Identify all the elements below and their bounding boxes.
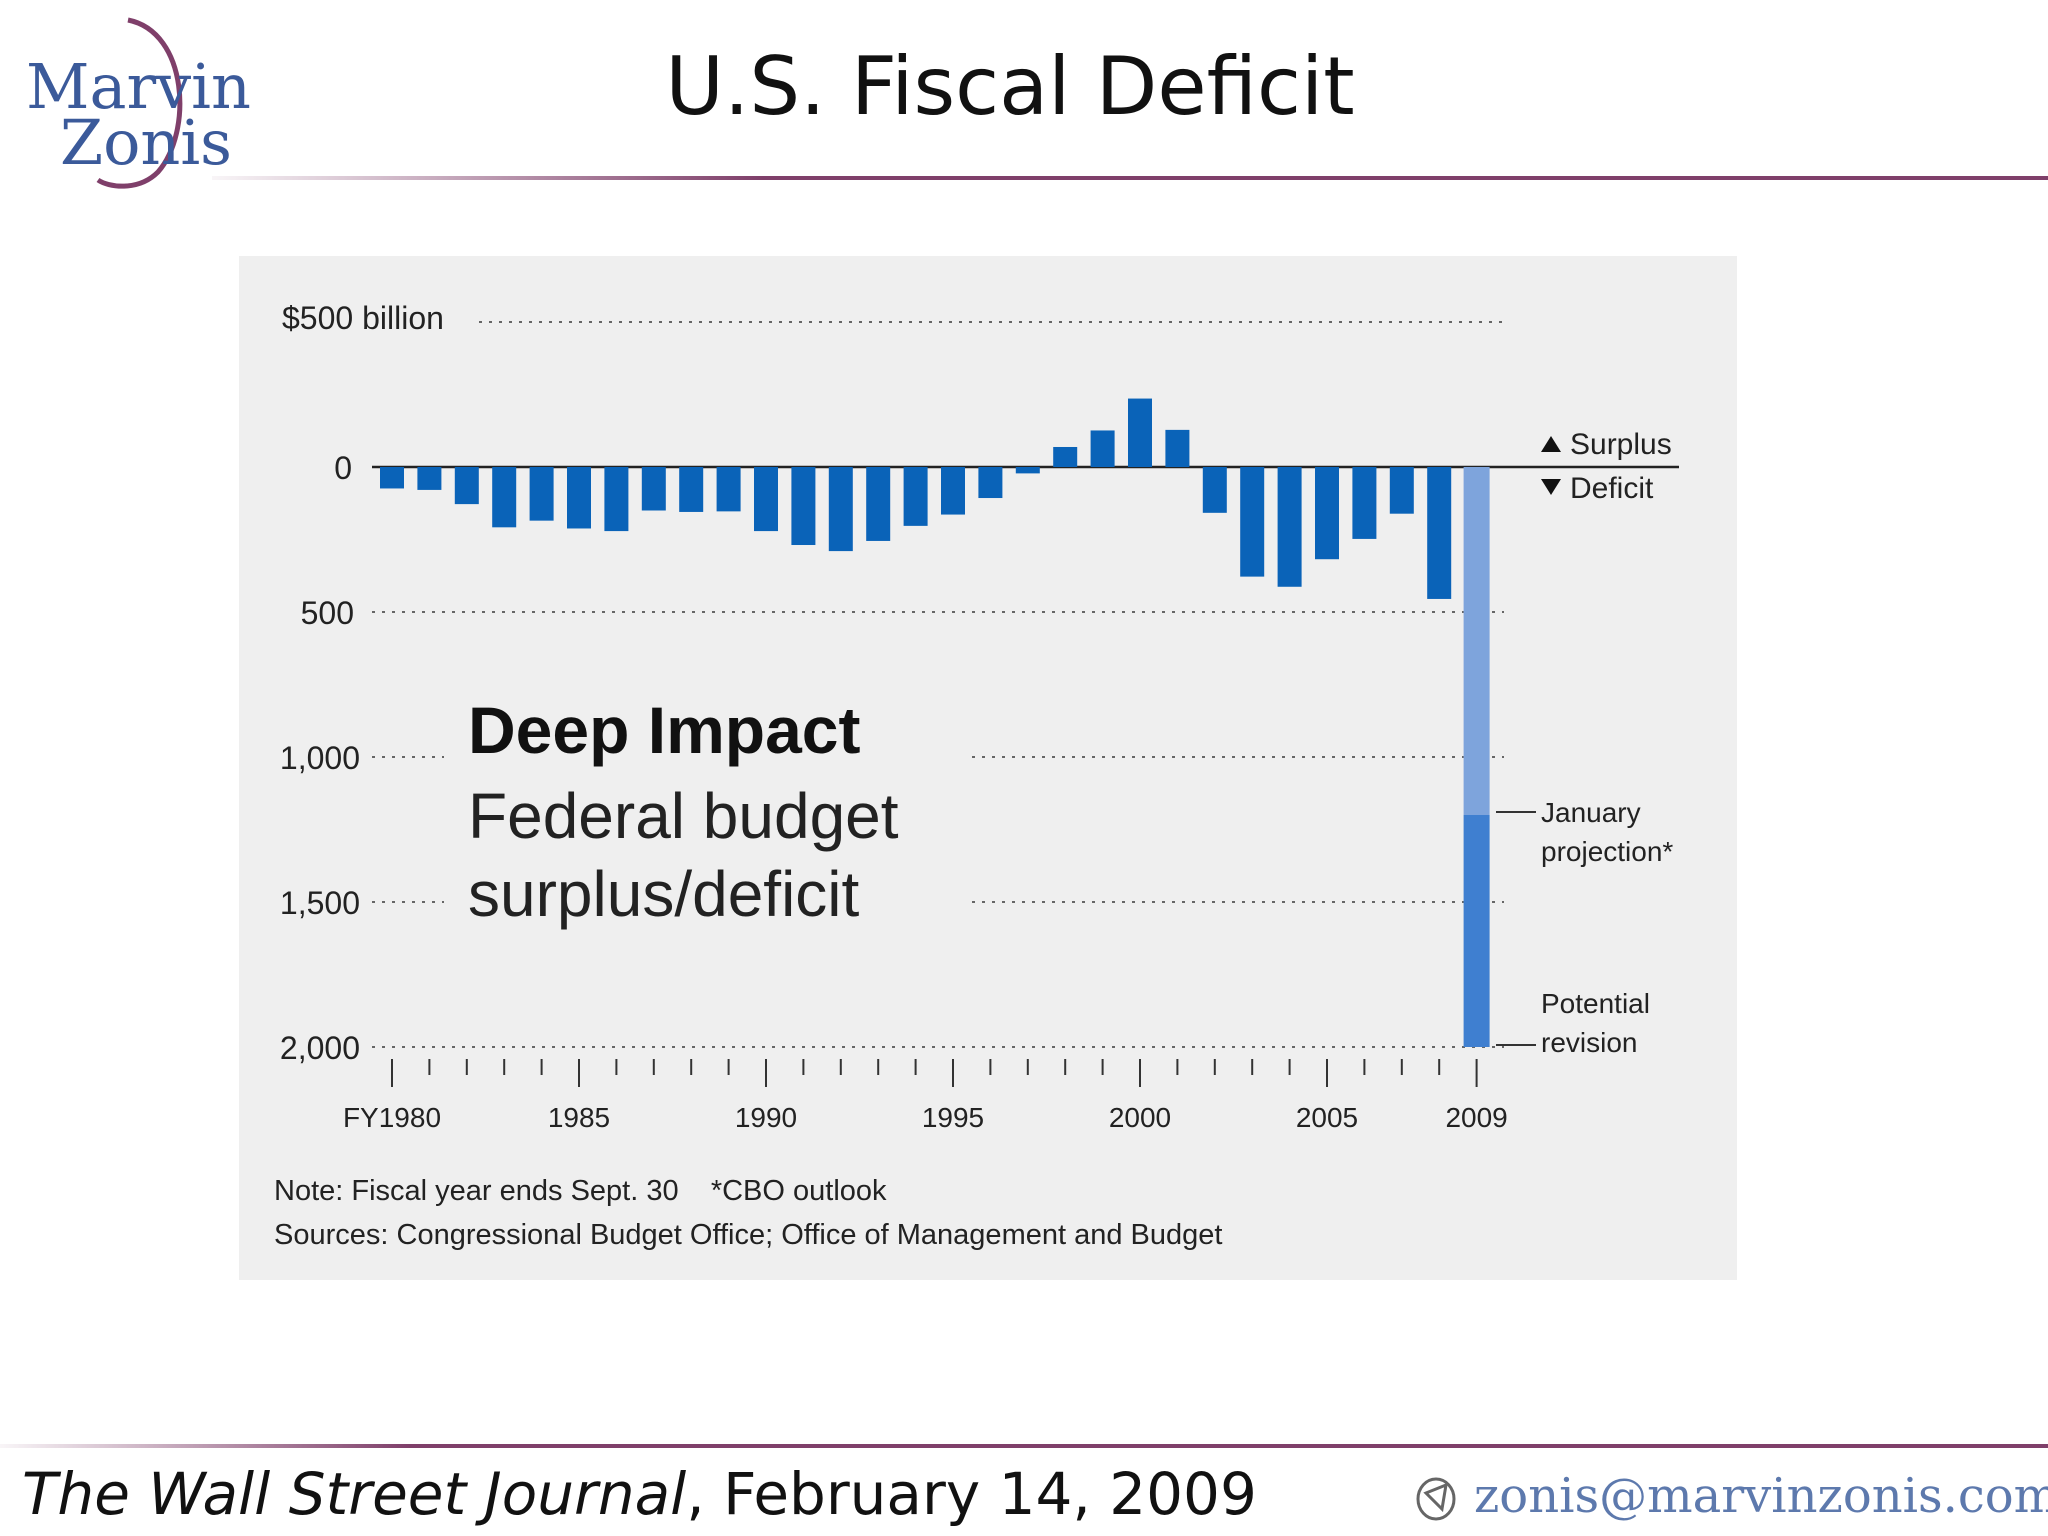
bar-1985 xyxy=(567,467,591,529)
bar-2004 xyxy=(1277,467,1302,587)
bar-1990 xyxy=(754,467,778,532)
bar-1988 xyxy=(679,467,704,512)
page-title: U.S. Fiscal Deficit xyxy=(665,40,1355,133)
chart-sources: Sources: Congressional Budget Office; Of… xyxy=(274,1219,1222,1251)
bar-1984 xyxy=(529,467,554,521)
bar-1998 xyxy=(1053,446,1078,467)
bar-1994 xyxy=(903,467,928,526)
bar-1982 xyxy=(454,467,479,505)
y-tick-label: 1,000 xyxy=(280,740,360,776)
bar-1997 xyxy=(1015,467,1040,474)
surplus-triangle-icon xyxy=(1541,436,1561,452)
deficit-chart: FY1980 1985 1990 1995 2000 2005 2009 $500 bill… xyxy=(274,300,1679,1251)
chart-title: Deep Impact xyxy=(468,693,860,767)
bar-2000 xyxy=(1128,398,1152,467)
legend-surplus: Surplus xyxy=(1570,428,1672,461)
x-tick-label: 1995 xyxy=(922,1102,984,1133)
footer-citation: The Wall Street Journal, February 14, 20… xyxy=(22,1460,1257,1528)
logo: Marvin Zonis xyxy=(18,12,251,192)
bar-1980 xyxy=(380,467,404,489)
x-tick-label: FY1980 xyxy=(343,1102,441,1133)
bar-2007 xyxy=(1389,467,1414,514)
mail-icon xyxy=(1416,1477,1456,1521)
bar-1987 xyxy=(641,467,666,511)
bar-1981 xyxy=(417,467,442,490)
chart-subtitle-line1: Federal budget xyxy=(468,780,899,852)
bar-2006 xyxy=(1352,467,1377,539)
chart-subtitle-line2: surplus/deficit xyxy=(468,858,860,930)
y-tick-label: 0 xyxy=(334,450,352,486)
bar-2009-january-projection xyxy=(1463,467,1490,815)
footer-divider xyxy=(0,1444,2048,1448)
bar-1983 xyxy=(492,467,517,528)
bar-2008 xyxy=(1427,467,1452,599)
y-tick-label: 2,000 xyxy=(280,1030,360,1066)
bar-2005 xyxy=(1315,467,1339,560)
bar-2002 xyxy=(1202,467,1227,513)
deficit-triangle-icon xyxy=(1541,479,1561,495)
footer-contact[interactable]: zonis@marvinzonis.com xyxy=(1412,1468,2048,1524)
x-tick-label: 2009 xyxy=(1445,1102,1507,1133)
annotation-january-line1: January xyxy=(1541,797,1641,828)
bar-1999 xyxy=(1090,430,1115,467)
bar-1992 xyxy=(828,467,853,552)
bar-2001 xyxy=(1165,429,1190,467)
y-tick-label: 1,500 xyxy=(280,885,360,921)
y-unit-label: $500 billion xyxy=(282,300,444,336)
bar-1995 xyxy=(941,467,965,515)
x-tick-label: 2005 xyxy=(1296,1102,1358,1133)
bar-1991 xyxy=(791,467,816,546)
footer-email-link[interactable]: zonis@marvinzonis.com xyxy=(1474,1468,2048,1524)
header-divider xyxy=(212,176,2048,180)
y-tick-label: 500 xyxy=(301,595,354,631)
x-tick-label: 1990 xyxy=(735,1102,797,1133)
x-tick-label: 1985 xyxy=(548,1102,610,1133)
logo-line1: Marvin xyxy=(26,50,251,123)
bar-1986 xyxy=(604,467,629,532)
bar-1989 xyxy=(716,467,741,512)
bar-1993 xyxy=(866,467,891,541)
footer-date: , February 14, 2009 xyxy=(686,1460,1257,1528)
annotation-january-line2: projection* xyxy=(1541,836,1673,867)
logo-line2: Zonis xyxy=(60,106,232,179)
chart-panel: FY1980 1985 1990 1995 2000 2005 2009 $500 bill… xyxy=(239,256,1737,1280)
chart-note: Note: Fiscal year ends Sept. 30 *CBO out… xyxy=(274,1175,887,1207)
x-tick-label: 2000 xyxy=(1109,1102,1171,1133)
bar-2003 xyxy=(1240,467,1265,577)
bar-1996 xyxy=(978,467,1003,499)
bar-2009-potential-revision xyxy=(1463,815,1490,1047)
legend-deficit: Deficit xyxy=(1570,472,1654,505)
footer-journal: The Wall Street Journal xyxy=(22,1460,687,1528)
annotation-revision-line2: revision xyxy=(1541,1027,1637,1058)
logo-swoosh-icon xyxy=(96,17,183,189)
annotation-revision-line1: Potential xyxy=(1541,988,1650,1019)
